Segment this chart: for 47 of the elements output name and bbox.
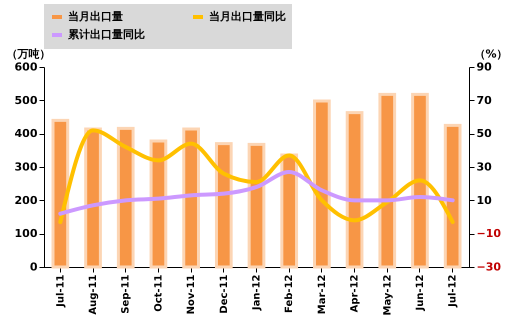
y2-tick-label: 90 — [476, 60, 492, 74]
legend-label: 当月出口量同比 — [209, 10, 286, 23]
y2-axis-title: （%） — [474, 48, 508, 60]
y-axis-title: （万吨） — [6, 48, 50, 60]
x-tick-label: Oct-11 — [153, 274, 164, 312]
bar — [313, 100, 331, 268]
y2-tick-label: 50 — [476, 127, 492, 140]
bar — [444, 124, 462, 268]
bar — [346, 111, 364, 268]
bar — [116, 126, 135, 268]
x-tick-label: Mar-12 — [316, 274, 328, 314]
bar — [280, 154, 298, 268]
x-tick-label: Dec-11 — [218, 274, 230, 314]
bar — [150, 140, 168, 268]
bar — [411, 92, 429, 268]
legend-label: 当月出口量 — [68, 10, 123, 23]
line-series — [58, 128, 455, 224]
y-tick-label: 300 — [14, 160, 38, 174]
y2-tick-label: −30 — [476, 260, 502, 274]
y-tick-label: 100 — [14, 227, 38, 240]
x-tick-label: Jan-12 — [252, 274, 262, 312]
x-tick-label: Apr-12 — [350, 274, 361, 312]
y2-tick-label: 30 — [476, 160, 492, 174]
legend-label: 累计出口量同比 — [67, 28, 145, 41]
y-tick-label: 200 — [14, 194, 38, 207]
y-tick-label: 600 — [14, 60, 38, 74]
y-tick-label: 500 — [14, 94, 38, 107]
y-tick-label: 400 — [14, 127, 38, 140]
x-tick-label: Nov-11 — [186, 274, 198, 314]
x-tick-label: Sep-11 — [120, 274, 132, 314]
x-tick-label: Feb-12 — [284, 274, 296, 313]
x-tick-label: Jul-11 — [55, 274, 66, 308]
bar — [248, 142, 266, 268]
bar — [182, 128, 200, 268]
bar — [84, 128, 102, 268]
bar — [51, 118, 70, 268]
bar — [378, 92, 396, 268]
y-tick-label: 0 — [30, 260, 38, 274]
x-tick-label: Jun-12 — [414, 274, 426, 312]
y2-tick-label: 70 — [476, 94, 492, 107]
y2-tick-label: −10 — [476, 227, 502, 240]
line-series — [58, 170, 455, 216]
x-tick-label: May-12 — [382, 274, 394, 316]
bar — [214, 142, 233, 268]
x-tick-label: Aug-11 — [88, 274, 100, 315]
y2-tick-label: 10 — [476, 194, 492, 207]
x-tick-label: Jul-12 — [448, 274, 459, 308]
